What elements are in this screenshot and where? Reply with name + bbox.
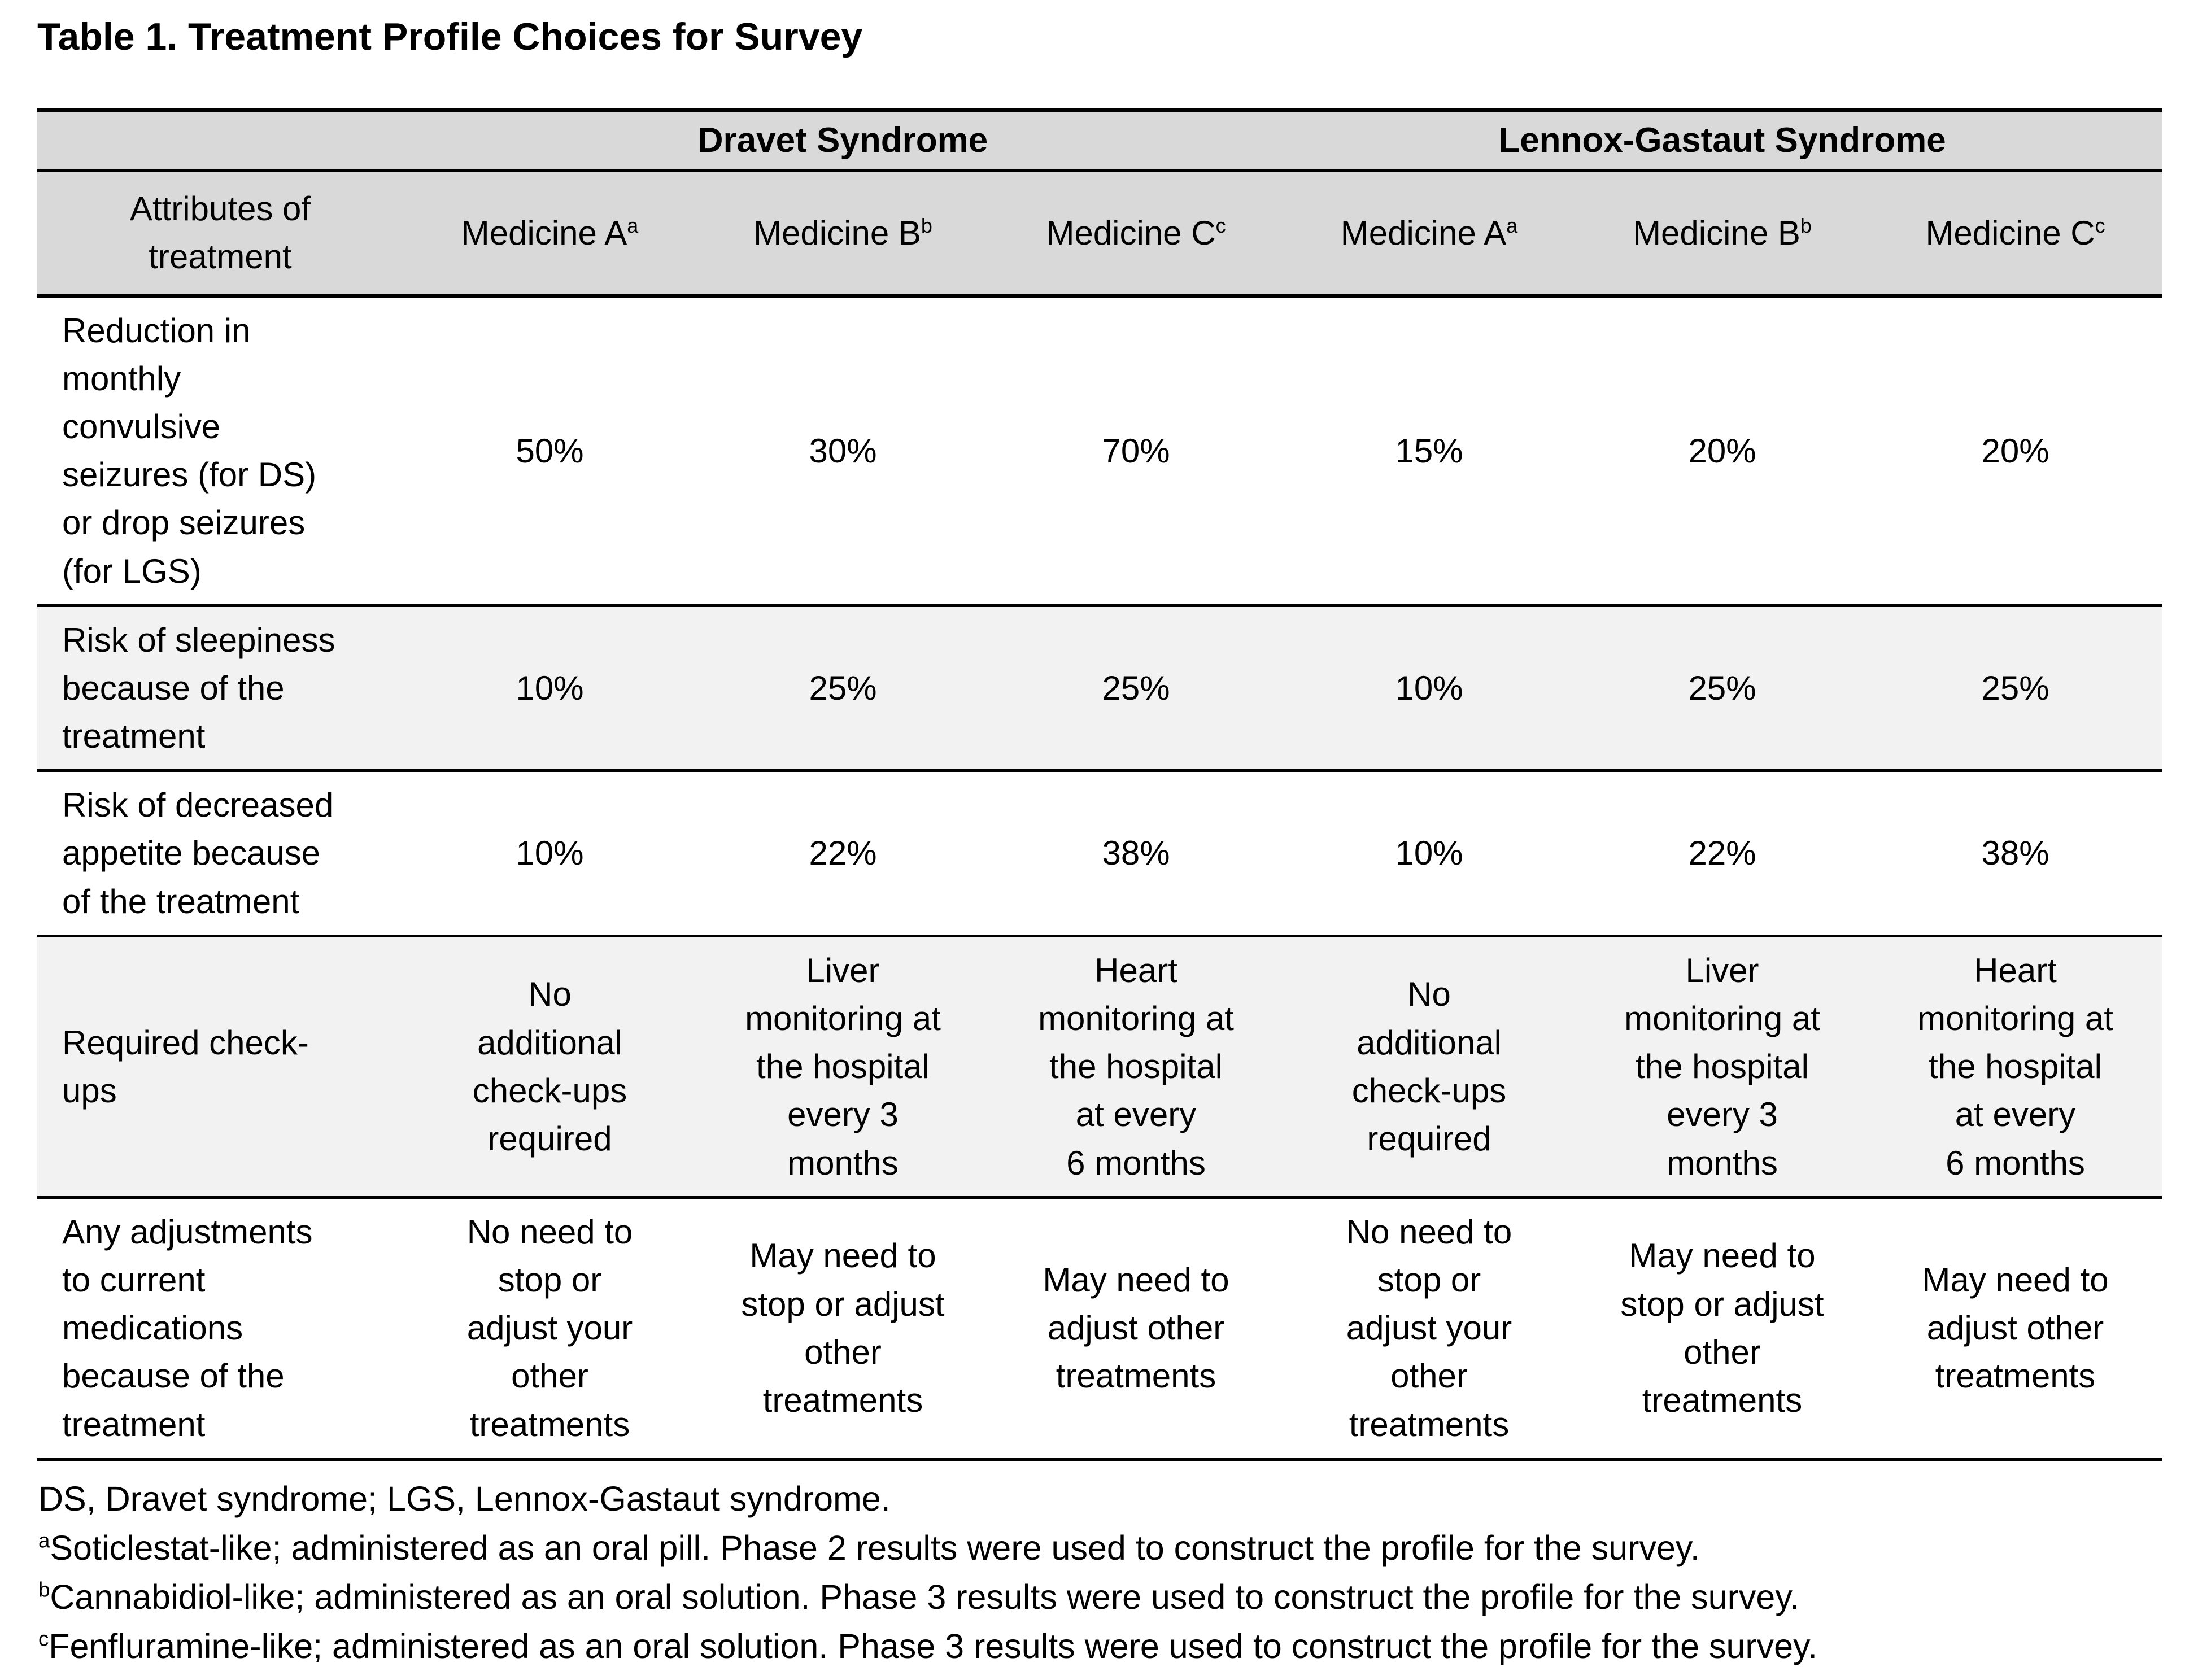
- cell-value: 50%: [516, 431, 584, 470]
- medicine-name: Medicine A: [461, 213, 627, 252]
- cell-value: 38%: [1981, 834, 2049, 872]
- group-header-dravet: Dravet Syndrome: [403, 110, 1283, 171]
- column-header-ds-medicine-c: Medicine Cc: [989, 171, 1283, 296]
- cell-value: 10%: [1395, 669, 1463, 707]
- cell-value: Heart monitoring at the hospital at ever…: [1038, 951, 1234, 1182]
- row-attribute: Risk of decreased appetite because of th…: [62, 786, 334, 920]
- medicine-header-row: Attributes of treatment Medicine Aa Medi…: [37, 171, 2162, 296]
- table-row-sleepiness-risk: Risk of sleepiness because of the treatm…: [37, 605, 2162, 771]
- cell-value: 70%: [1102, 431, 1170, 470]
- medicine-name: Medicine C: [1925, 213, 2095, 252]
- cell-value: Heart monitoring at the hospital at ever…: [1917, 951, 2113, 1182]
- footnote-text: Fenfluramine-like; administered as an or…: [49, 1627, 1818, 1666]
- cell-value: 15%: [1395, 431, 1463, 470]
- medicine-name: Medicine A: [1340, 213, 1507, 252]
- cell-value: Liver monitoring at the hospital every 3…: [1624, 951, 1820, 1182]
- cell-value: 25%: [1981, 669, 2049, 707]
- cell-value: May need to stop or adjust other treatme…: [741, 1237, 945, 1419]
- table-row-medication-adjustments: Any adjustments to current medications b…: [37, 1197, 2162, 1460]
- cell-value: 20%: [1981, 431, 2049, 470]
- cell-value: No need to stop or adjust your other tre…: [1346, 1212, 1512, 1443]
- attributes-of-treatment-header: Attributes of treatment: [37, 171, 403, 296]
- footnote-marker: c: [2095, 213, 2105, 237]
- table-row-appetite-risk: Risk of decreased appetite because of th…: [37, 770, 2162, 936]
- cell-value: No additional check-ups required: [472, 975, 627, 1158]
- footnote-marker: b: [921, 213, 932, 237]
- cell-value: 20%: [1688, 431, 1756, 470]
- treatment-profile-table: Dravet Syndrome Lennox-Gastaut Syndrome …: [37, 108, 2162, 1461]
- cell-value: 25%: [1688, 669, 1756, 707]
- footnote-marker: a: [627, 213, 639, 237]
- cell-value: 10%: [1395, 834, 1463, 872]
- cell-value: May need to adjust other treatments: [1922, 1260, 2109, 1395]
- column-header-lgs-medicine-a: Medicine Aa: [1283, 171, 1576, 296]
- footnote-marker: c: [1215, 213, 1226, 237]
- cell-value: No additional check-ups required: [1351, 975, 1507, 1158]
- cell-value: 10%: [516, 834, 584, 872]
- footnote-medicine-c: cFenfluramine-like; administered as an o…: [38, 1626, 2162, 1667]
- footnote-abbreviations: DS, Dravet syndrome; LGS, Lennox-Gastaut…: [38, 1478, 2162, 1520]
- footnote-text: Soticlestat-like; administered as an ora…: [50, 1528, 1700, 1567]
- footnote-marker: a: [38, 1529, 50, 1552]
- table-title: Table 1. Treatment Profile Choices for S…: [37, 15, 863, 58]
- footnote-marker: b: [1800, 213, 1812, 237]
- footnote-medicine-b: bCannabidiol-like; administered as an or…: [38, 1577, 2162, 1618]
- footnote-marker: a: [1506, 213, 1518, 237]
- cell-value: 38%: [1102, 834, 1170, 872]
- cell-value: May need to adjust other treatments: [1043, 1260, 1229, 1395]
- cell-value: 30%: [809, 431, 877, 470]
- footnote-medicine-a: aSoticlestat-like; administered as an or…: [38, 1528, 2162, 1569]
- column-header-lgs-medicine-b: Medicine Bb: [1576, 171, 1869, 296]
- footnote-marker: b: [38, 1578, 50, 1602]
- table-row-seizure-reduction: Reduction in monthly convulsive seizures…: [37, 295, 2162, 606]
- row-attribute: Required check- ups: [62, 1023, 309, 1110]
- cell-value: 25%: [1102, 669, 1170, 707]
- medicine-name: Medicine B: [753, 213, 921, 252]
- cell-value: No need to stop or adjust your other tre…: [466, 1212, 633, 1443]
- footnote-text: Cannabidiol-like; administered as an ora…: [50, 1578, 1800, 1617]
- footnote-marker: c: [38, 1627, 49, 1651]
- row-attribute: Any adjustments to current medications b…: [62, 1212, 313, 1443]
- table-row-required-checkups: Required check- ups No additional check-…: [37, 936, 2162, 1198]
- corner-empty-cell: [37, 110, 403, 171]
- medicine-name: Medicine C: [1046, 213, 1216, 252]
- column-header-lgs-medicine-c: Medicine Cc: [1869, 171, 2162, 296]
- row-attribute: Risk of sleepiness because of the treatm…: [62, 621, 335, 756]
- cell-value: Liver monitoring at the hospital every 3…: [745, 951, 941, 1182]
- footnotes: DS, Dravet syndrome; LGS, Lennox-Gastaut…: [37, 1478, 2162, 1668]
- row-attribute: Reduction in monthly convulsive seizures…: [62, 311, 317, 590]
- cell-value: 25%: [809, 669, 877, 707]
- cell-value: 10%: [516, 669, 584, 707]
- column-header-ds-medicine-b: Medicine Bb: [696, 171, 989, 296]
- cell-value: 22%: [1688, 834, 1756, 872]
- cell-value: 22%: [809, 834, 877, 872]
- syndrome-header-row: Dravet Syndrome Lennox-Gastaut Syndrome: [37, 110, 2162, 171]
- column-header-ds-medicine-a: Medicine Aa: [403, 171, 696, 296]
- group-header-lennox-gastaut: Lennox-Gastaut Syndrome: [1283, 110, 2162, 171]
- footnote-text: DS, Dravet syndrome; LGS, Lennox-Gastaut…: [38, 1479, 891, 1518]
- medicine-name: Medicine B: [1633, 213, 1800, 252]
- cell-value: May need to stop or adjust other treatme…: [1620, 1237, 1824, 1419]
